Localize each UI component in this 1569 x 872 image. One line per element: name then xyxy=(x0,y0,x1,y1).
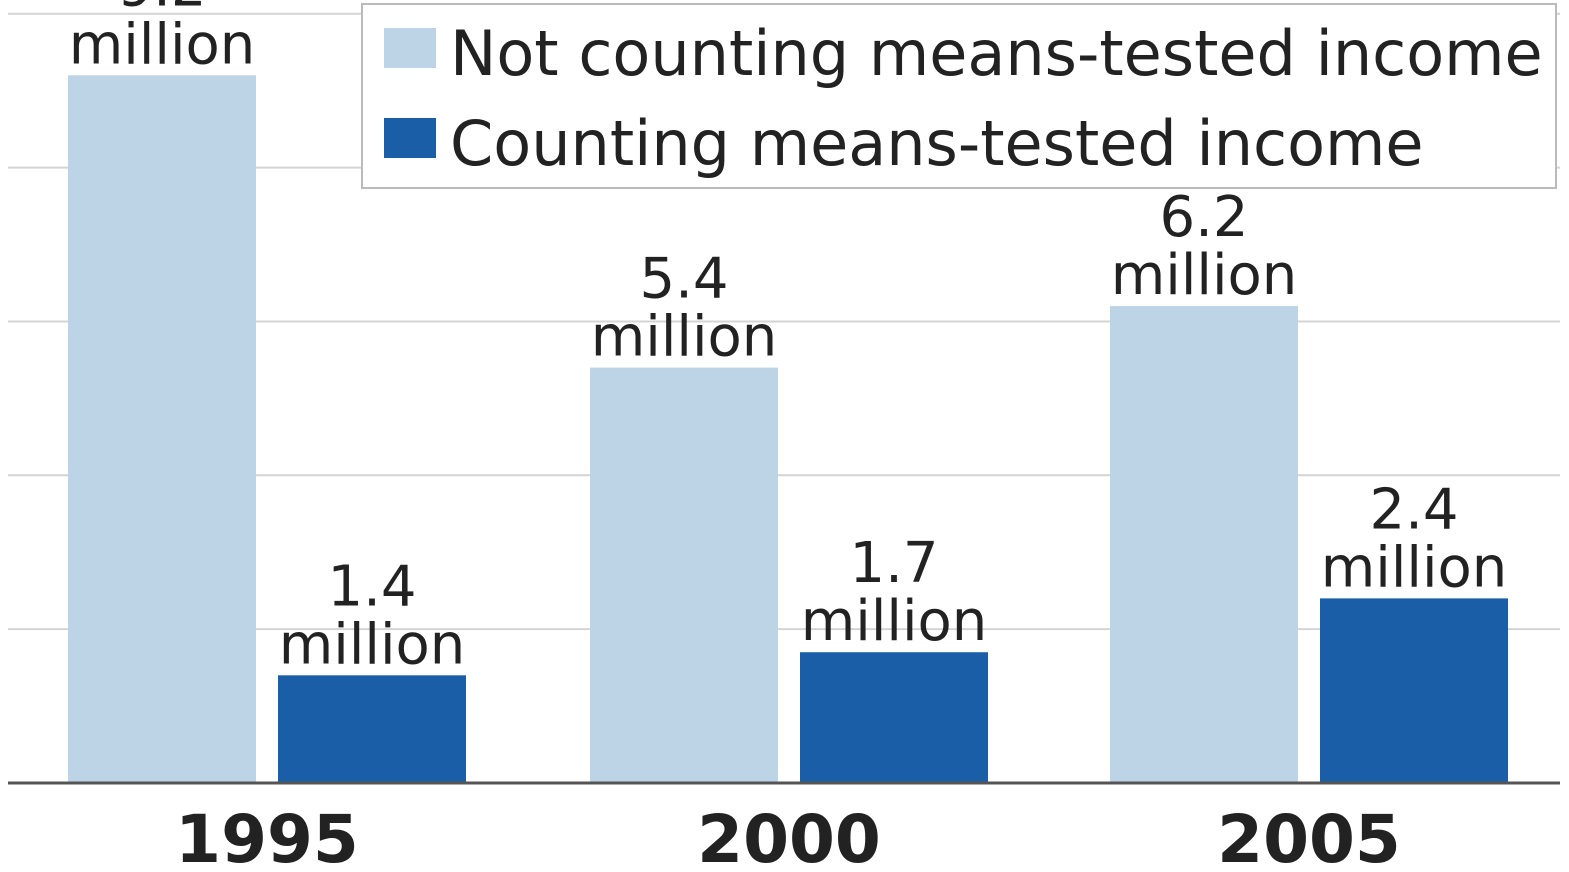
bar-1995-series-2 xyxy=(278,675,466,783)
bar-2000-series-1 xyxy=(590,367,778,783)
data-label-value: 1.7 xyxy=(849,531,938,596)
data-label: 1.7 million xyxy=(801,531,988,654)
legend-swatch xyxy=(384,28,436,68)
legend-swatch xyxy=(384,118,436,158)
bar-1995-series-1 xyxy=(68,75,256,783)
data-label-value: 1.4 xyxy=(327,554,416,619)
legend-label: Not counting means-tested income xyxy=(450,17,1543,90)
data-label-unit: million xyxy=(69,12,256,77)
legend-box xyxy=(361,3,1557,189)
data-label-unit: million xyxy=(801,589,988,654)
x-tick-label: 1995 xyxy=(175,801,359,872)
bar-2005-series-1 xyxy=(1110,306,1298,783)
data-label-value: 2.4 xyxy=(1369,477,1458,542)
bar-labels: 9.2million5.4million6.2million1.4million… xyxy=(69,0,1508,677)
data-label-value: 5.4 xyxy=(639,247,728,312)
data-label: 2.4 million xyxy=(1321,477,1508,600)
x-tick-label: 2005 xyxy=(1217,801,1401,872)
bar-2000-series-2 xyxy=(800,652,988,783)
data-label-value: 6.2 xyxy=(1159,185,1248,250)
legend: Not counting means-tested income Counting… xyxy=(361,3,1557,189)
data-label-unit: million xyxy=(279,612,466,677)
bars xyxy=(68,75,1508,783)
legend-items: Not counting means-tested income Counting… xyxy=(384,17,1543,180)
data-label-unit: million xyxy=(591,305,778,370)
data-label-unit: million xyxy=(1321,535,1508,600)
category-labels: 1995 2000 2005 xyxy=(175,801,1401,872)
data-label-value: 9.2 xyxy=(117,0,206,19)
bar-2005-series-2 xyxy=(1320,598,1508,783)
data-label: 1.4 million xyxy=(279,554,466,677)
data-label-unit: million xyxy=(1111,243,1298,308)
data-label: 5.4 million xyxy=(591,247,778,370)
data-label: 6.2 million xyxy=(1111,185,1298,308)
legend-label: Counting means-tested income xyxy=(450,107,1424,180)
x-tick-label: 2000 xyxy=(697,801,881,872)
